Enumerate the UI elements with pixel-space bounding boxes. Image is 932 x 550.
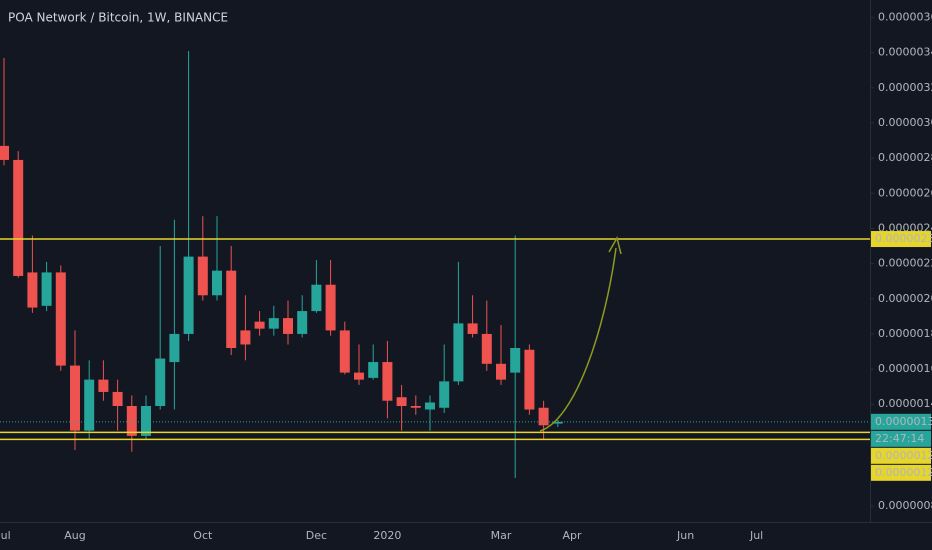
candle-body [552,421,563,424]
y-tick-label: 0.00000360 [878,11,932,24]
candle-body [325,284,336,331]
candle-body [141,406,151,436]
candle-body [183,256,194,334]
candle-body [368,362,379,378]
y-tick-label: 0.00000320 [878,81,932,94]
candle-body [240,330,251,345]
candle-body [197,256,208,296]
candle-body [126,406,137,436]
y-tick-label: 0.00000200 [878,292,932,305]
candle-body [453,323,464,382]
countdown-tag-bg [871,430,931,447]
candle-body [425,402,435,410]
candle-body [396,397,407,406]
countdown-tag: 22:47:14 [875,432,924,445]
last-price-tag: 0.00000130 [875,415,932,428]
line-price-tag: 0.00000124 [875,449,932,462]
candle-body [98,379,109,392]
line-price-tag-bg [871,447,931,464]
x-tick-label: Oct [193,529,213,542]
price-axis: 0.00000360 0.00000340 0.00000320 0.00000300… [870,11,932,512]
x-tick-label: Jun [676,529,694,542]
candle-body [481,333,492,364]
y-tick-label: 0.00000260 [878,186,932,199]
x-tick-label: Jul [0,529,11,542]
candle-body [70,365,80,431]
last-price-tag-bg [871,413,931,430]
line-price-tag-bg [871,231,931,248]
candle-body [13,159,24,276]
x-tick-label: 2020 [373,529,401,542]
x-tick-label: Dec [306,529,327,542]
candle-body [297,311,308,334]
x-tick-label: Mar [491,529,512,542]
candle-body [226,270,237,348]
projection-arrow [539,247,617,432]
y-tick-label: 0.00000220 [878,257,932,270]
candle-body [268,318,279,329]
candle-body [311,284,322,312]
candle-body [254,321,265,329]
candle-body [55,272,66,366]
line-price-tag: 0.00000234 [875,232,932,245]
projection-arrow-head [608,236,622,255]
line-price-tag-bg [871,464,931,481]
candle-body [0,145,9,160]
candle-body [354,372,364,380]
y-tick-label: 0.00000082 [878,499,932,512]
candle-body [524,349,535,410]
candle-body [155,358,166,406]
candle-body [510,348,521,373]
plot-area [0,50,870,479]
y-tick-label: 0.00000180 [878,327,932,340]
y-tick-label: 0.00000340 [878,46,932,59]
candle-body [41,272,52,306]
candle-body [538,407,549,426]
candle-body [283,318,293,334]
candle-body [27,272,38,308]
candle-body [339,330,350,373]
x-tick-label: Aug [64,529,85,542]
x-tick-label: Apr [562,529,582,542]
candle-body [439,381,450,408]
x-tick-label: Jul [749,529,763,542]
candle-body [410,406,421,408]
candle-body [467,323,478,334]
candle-body [112,391,123,406]
y-tick-label: 0.00000280 [878,151,932,164]
y-tick-label: 0.00000160 [878,362,932,375]
candle-body [169,333,180,363]
chart-title: POA Network / Bitcoin, 1W, BINANCE [8,11,228,25]
y-tick-label: 0.00000140 [878,397,932,410]
y-tick-label: 0.00000300 [878,116,932,129]
candle-body [496,363,506,380]
candle-body [212,270,222,296]
candle-body [382,362,393,401]
candle-body [84,379,95,431]
